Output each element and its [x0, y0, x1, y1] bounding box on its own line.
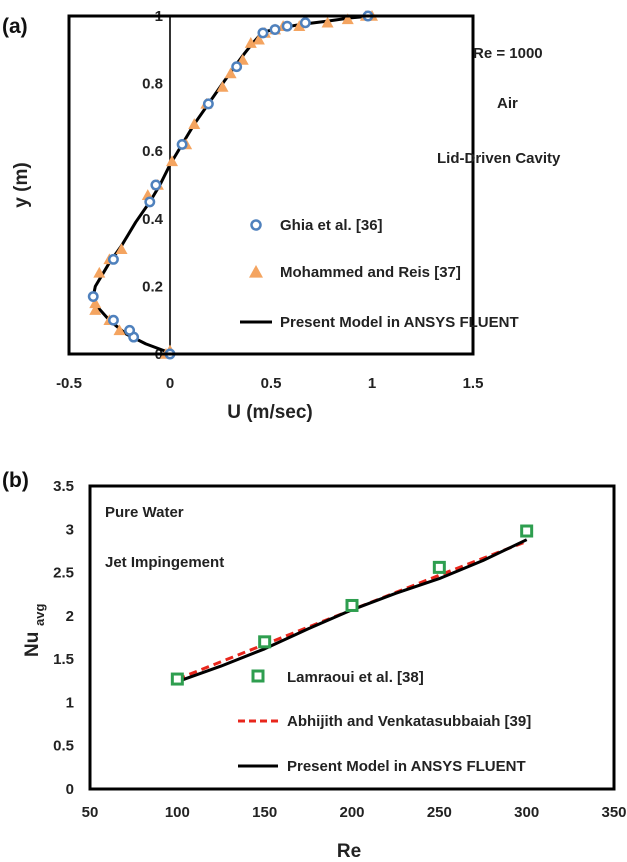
- legend-a-mohammed-marker: [249, 265, 263, 278]
- chart-a-mohammed-point: [244, 37, 257, 48]
- chart-a-mohammed-point: [224, 67, 237, 79]
- chart-a-mohammed-point: [113, 324, 126, 336]
- chart-b: (b) 50 100 150 200 250 300 350 0 0.5 1 1.5 2 2.5 3 3.…: [2, 469, 627, 862]
- legend-b-abhijith-label: Abhijith and Venkatasubbaiah [39]: [287, 713, 531, 730]
- chart-a-x-ticks: -0.5 0 0.5 1 1.5: [56, 375, 483, 392]
- chart-a-x-axis-label: U (m/sec): [227, 402, 313, 423]
- chart-b-x-tick-label: 200: [339, 804, 364, 821]
- chart-a-mohammed-point: [188, 118, 201, 129]
- chart-b-lamraoui-point: [432, 560, 446, 574]
- chart-a-x-tick-label: 0: [166, 375, 174, 392]
- legend-a-model-label: Present Model in ANSYS FLUENT: [280, 314, 519, 331]
- chart-a-x-tick-label: 1.5: [463, 375, 484, 392]
- chart-a-mohammed-point: [166, 155, 179, 167]
- chart-a-ghia-point: [257, 27, 269, 39]
- chart-b-frame: [88, 484, 616, 791]
- legend-a-ghia-label: Ghia et al. [36]: [280, 217, 383, 234]
- chart-b-y-axis-label: Nu avg: [22, 604, 47, 657]
- chart-b-lamraoui-point: [258, 635, 272, 649]
- chart-a-ghia-point: [124, 324, 136, 336]
- chart-a-legend: Ghia et al. [36] Mohammed and Reis [37] …: [240, 217, 519, 331]
- chart-b-lamraoui-series: [170, 524, 534, 686]
- chart-b-x-tick-label: 50: [82, 804, 99, 821]
- chart-a-ghia-point: [231, 61, 243, 73]
- chart-b-y-axis-label-sub: avg: [32, 604, 47, 626]
- chart-a-mohammed-point: [236, 53, 249, 65]
- chart-b-annotation-fluid: Pure Water: [105, 504, 184, 521]
- chart-a-y-tick-label: 0.2: [142, 278, 163, 295]
- legend-b-lamraoui-label: Lamraoui et al. [38]: [287, 669, 424, 686]
- chart-a-annotation-case: Lid-Driven Cavity: [437, 150, 561, 167]
- chart-a-y-tick-label: 0.6: [142, 143, 163, 160]
- legend-a-mohammed-triangle: [249, 265, 263, 278]
- chart-a-mohammed-point: [216, 80, 229, 92]
- chart-a-mohammed-point: [115, 243, 128, 255]
- chart-b-x-ticks: 50 100 150 200 250 300 350: [82, 804, 627, 821]
- panel-b-label: (b): [2, 469, 29, 492]
- chart-a-annotation-fluid: Air: [497, 95, 518, 112]
- legend-a-ghia-circle: [250, 219, 262, 231]
- chart-a-y-tick-label: 0.4: [142, 211, 164, 228]
- chart-b-y-tick-label: 1.5: [53, 651, 74, 668]
- legend-b-lamraoui-marker: [251, 669, 265, 683]
- chart-a-ghia-series: [87, 10, 374, 360]
- chart-a-ghia-point: [150, 179, 162, 191]
- chart-a-mohammed-point: [93, 266, 106, 278]
- chart-a-mohammed-point: [89, 297, 102, 309]
- chart-a-ghia-point: [87, 291, 99, 302]
- chart-b-x-tick-label: 150: [252, 804, 277, 821]
- chart-b-x-tick-label: 350: [601, 804, 626, 821]
- chart-a-ghia-point: [269, 24, 281, 35]
- chart-b-y-tick-label: 0: [66, 781, 74, 798]
- chart-b-y-tick-label: 0.5: [53, 738, 74, 755]
- chart-a-ghia-point: [299, 17, 311, 29]
- chart-a-mohammed-point: [89, 304, 102, 315]
- chart-a-ghia-point: [107, 314, 119, 326]
- chart-a-ghia-point: [202, 98, 214, 110]
- legend-a-mohammed-label: Mohammed and Reis [37]: [280, 264, 461, 281]
- chart-a-ghia-point: [107, 253, 119, 265]
- chart-b-x-tick-label: 300: [514, 804, 539, 821]
- chart-a-ghia-point: [176, 138, 188, 150]
- chart-a: (a) -0.5 0 0.5 1 1.5 0 0.2 0.4 0.6 0.8 1 U (m/sec…: [2, 8, 561, 423]
- chart-b-lamraoui-point: [345, 598, 359, 612]
- chart-a-x-tick-label: 0.5: [261, 375, 282, 392]
- chart-b-y-ticks: 0 0.5 1 1.5 2 2.5 3 3.5: [53, 478, 74, 798]
- chart-a-ghia-point: [144, 196, 156, 208]
- chart-b-x-tick-label: 100: [165, 804, 190, 821]
- chart-a-ghia-point: [281, 20, 293, 32]
- chart-b-y-axis-label-main: Nu: [22, 632, 43, 657]
- chart-a-mohammed-point: [341, 13, 354, 25]
- chart-a-mohammed-point: [252, 33, 265, 45]
- chart-a-mohammed-point: [321, 16, 334, 28]
- chart-b-y-tick-label: 1: [66, 694, 74, 711]
- chart-b-y-tick-label: 2: [66, 608, 74, 625]
- chart-b-x-axis-label: Re: [337, 841, 361, 862]
- chart-a-x-tick-label: -0.5: [56, 375, 82, 392]
- chart-a-y-tick-label: 0.8: [142, 76, 163, 93]
- chart-a-frame: [67, 14, 475, 356]
- chart-b-y-tick-label: 2.5: [53, 565, 74, 582]
- chart-b-annotation-case: Jet Impingement: [105, 554, 224, 571]
- chart-b-y-tick-label: 3: [66, 521, 74, 538]
- legend-b-model-label: Present Model in ANSYS FLUENT: [287, 758, 526, 775]
- legend-a-ghia-marker: [250, 219, 262, 231]
- chart-a-annotation-re: Re = 1000: [473, 45, 543, 62]
- panel-a-label: (a): [2, 15, 28, 38]
- chart-b-x-tick-label: 250: [427, 804, 452, 821]
- chart-a-y-axis-label: y (m): [11, 162, 32, 207]
- chart-b-lamraoui-point: [170, 672, 184, 686]
- chart-b-lamraoui-point: [520, 524, 534, 538]
- chart-b-legend: Lamraoui et al. [38] Abhijith and Venkat…: [238, 669, 531, 775]
- chart-b-y-tick-label: 3.5: [53, 478, 74, 495]
- chart-a-x-tick-label: 1: [368, 375, 376, 392]
- chart-a-mohammed-point: [293, 20, 306, 31]
- chart-a-y-ticks: 00.20.40.60.81: [142, 8, 164, 363]
